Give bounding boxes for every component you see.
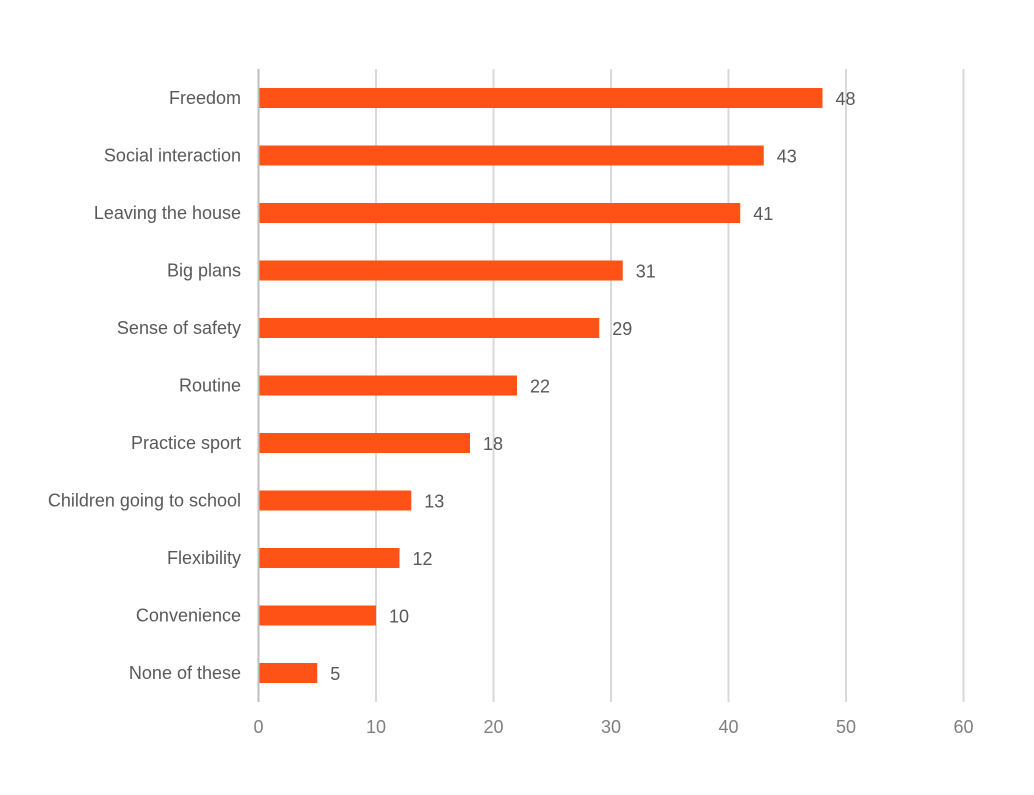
grid-layer xyxy=(375,69,965,702)
bar xyxy=(259,88,823,108)
category-label: Social interaction xyxy=(104,146,241,166)
data-label: 18 xyxy=(483,434,503,454)
data-label: 41 xyxy=(753,204,773,224)
x-tick-label: 0 xyxy=(253,717,263,737)
category-label: Flexibility xyxy=(167,548,241,568)
x-tick-label: 40 xyxy=(718,717,738,737)
bar xyxy=(259,663,318,683)
label-layer: 0 10 20 30 40 50 60 Freedom 48 Social interaction… xyxy=(48,88,974,737)
category-label: Leaving the house xyxy=(94,203,241,223)
data-label: 31 xyxy=(636,262,656,282)
category-label: Routine xyxy=(179,376,241,396)
x-tick-label: 60 xyxy=(953,717,973,737)
x-tick-label: 30 xyxy=(601,717,621,737)
x-tick-label: 20 xyxy=(483,717,503,737)
data-label: 5 xyxy=(330,664,340,684)
category-label: Convenience xyxy=(136,606,241,626)
bar xyxy=(259,605,376,626)
data-label: 29 xyxy=(612,319,632,339)
bar xyxy=(259,145,764,166)
category-label: Big plans xyxy=(167,261,241,281)
bar xyxy=(259,433,470,453)
bar xyxy=(259,490,412,511)
x-tick-label: 10 xyxy=(366,717,386,737)
bar xyxy=(259,318,600,338)
bar xyxy=(259,260,623,281)
category-label: Freedom xyxy=(169,88,241,108)
data-label: 12 xyxy=(413,549,433,569)
data-label: 13 xyxy=(424,492,444,512)
category-label: Sense of safety xyxy=(117,318,241,338)
bar xyxy=(259,548,400,568)
data-label: 43 xyxy=(777,147,797,167)
category-label: None of these xyxy=(129,663,241,683)
data-label: 48 xyxy=(836,89,856,109)
bar-layer xyxy=(259,88,823,683)
data-label: 10 xyxy=(389,607,409,627)
category-label: Practice sport xyxy=(131,433,241,453)
bar xyxy=(259,203,741,223)
category-label: Children going to school xyxy=(48,491,241,511)
x-tick-label: 50 xyxy=(836,717,856,737)
bar xyxy=(259,375,517,396)
data-label: 22 xyxy=(530,377,550,397)
